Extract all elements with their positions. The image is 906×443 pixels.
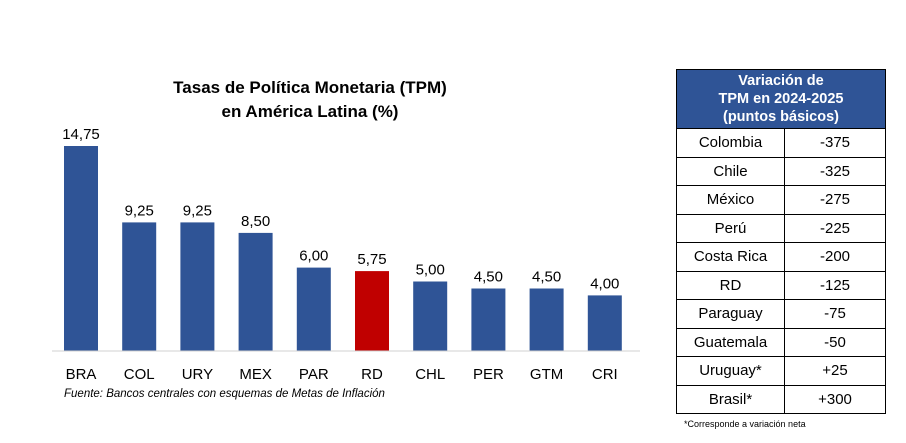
value-cell: -50 xyxy=(784,327,886,357)
country-cell: Brasil* xyxy=(676,384,785,414)
table-row: Paraguay -75 xyxy=(676,299,886,329)
value-label-col: 9,25 xyxy=(125,202,154,219)
bar-par xyxy=(296,267,331,351)
value-cell: -125 xyxy=(784,270,886,300)
value-label-per: 4,50 xyxy=(474,269,503,286)
country-cell: Chile xyxy=(676,156,785,186)
chart-title-line-1: Tasas de Política Monetaria (TPM) xyxy=(173,78,447,97)
bar-chl xyxy=(413,281,448,351)
table-row: RD -125 xyxy=(676,270,886,300)
table-row: México -275 xyxy=(676,185,886,215)
bar-cri xyxy=(587,295,622,351)
country-cell: Colombia xyxy=(676,128,785,158)
bar-bra xyxy=(64,146,98,351)
value-label-par: 6,00 xyxy=(299,248,328,265)
chart-title-line-2: en América Latina (%) xyxy=(222,102,399,121)
bar-gtm xyxy=(529,288,564,351)
country-cell: Uruguay* xyxy=(676,356,785,386)
category-label-col: COL xyxy=(124,366,155,383)
value-cell: +300 xyxy=(784,384,886,414)
value-cell: -75 xyxy=(784,299,886,329)
table-row: Uruguay* +25 xyxy=(676,356,886,386)
country-cell: Guatemala xyxy=(676,327,785,357)
value-cell: -275 xyxy=(784,185,886,215)
category-label-bra: BRA xyxy=(66,366,97,383)
value-cell: -200 xyxy=(784,242,886,272)
table-header-line-3: (puntos básicos) xyxy=(722,109,839,125)
category-label-par: PAR xyxy=(299,366,329,383)
bar-rd xyxy=(355,271,389,351)
bar-ury xyxy=(180,222,215,351)
country-cell: Paraguay xyxy=(676,299,785,329)
bar-mex xyxy=(238,232,273,351)
country-cell: RD xyxy=(676,270,785,300)
chart-source-note: Fuente: Bancos centrales con esquemas de… xyxy=(64,388,385,400)
table-row: Chile -325 xyxy=(676,156,886,186)
country-cell: México xyxy=(676,185,785,215)
table-footnote: *Corresponde a variación neta xyxy=(684,419,806,429)
table-row: Perú -225 xyxy=(676,213,886,243)
value-label-chl: 5,00 xyxy=(416,262,445,279)
table-header: Variación de TPM en 2024-2025 (puntos bá… xyxy=(676,69,886,129)
value-cell: +25 xyxy=(784,356,886,386)
bars-group: 14,75 BRA 9,25 COL 9,25 URY 8,50 MEX 6,00 PAR 5,75… xyxy=(62,126,622,383)
category-label-per: PER xyxy=(473,366,504,383)
table-header-line-1: Variación de xyxy=(738,73,824,89)
value-label-ury: 9,25 xyxy=(183,202,212,219)
table-row: Guatemala -50 xyxy=(676,327,886,357)
table-row: Colombia -375 xyxy=(676,128,886,158)
category-label-mex: MEX xyxy=(239,366,272,383)
country-cell: Perú xyxy=(676,213,785,243)
value-label-rd: 5,75 xyxy=(357,251,386,268)
table-header-row: Variación de TPM en 2024-2025 (puntos bá… xyxy=(676,69,886,129)
table-header-line-2: TPM en 2024-2025 xyxy=(718,91,844,107)
value-label-gtm: 4,50 xyxy=(532,269,561,286)
value-cell: -325 xyxy=(784,156,886,186)
country-cell: Costa Rica xyxy=(676,242,785,272)
category-label-ury: URY xyxy=(182,366,213,383)
bar-col xyxy=(122,222,157,351)
category-label-cri: CRI xyxy=(592,366,618,383)
bar-per xyxy=(471,288,506,351)
category-label-gtm: GTM xyxy=(530,366,563,383)
table-row: Costa Rica -200 xyxy=(676,242,886,272)
category-label-chl: CHL xyxy=(415,366,445,383)
value-cell: -225 xyxy=(784,213,886,243)
bar-chart: Tasas de Política Monetaria (TPM) en Amé… xyxy=(52,78,640,383)
value-label-bra: 14,75 xyxy=(62,126,100,143)
value-label-mex: 8,50 xyxy=(241,213,270,230)
value-cell: -375 xyxy=(784,128,886,158)
tpm-variation-table: Variación de TPM en 2024-2025 (puntos bá… xyxy=(676,69,886,414)
table-row: Brasil* +300 xyxy=(676,384,886,414)
category-label-rd: RD xyxy=(361,366,383,383)
value-label-cri: 4,00 xyxy=(590,275,619,292)
